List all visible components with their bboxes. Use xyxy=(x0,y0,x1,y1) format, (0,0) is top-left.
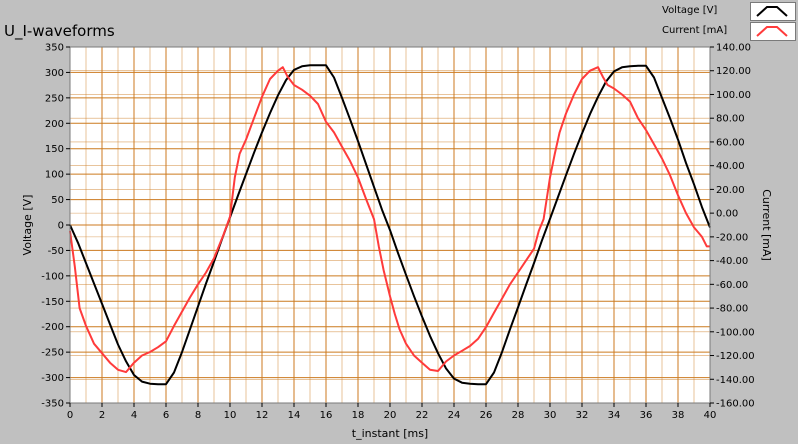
y2-tick-label: 40.00 xyxy=(716,161,745,172)
x-tick-label: 26 xyxy=(480,410,493,421)
legend: Voltage [V] Current [mA] xyxy=(648,0,798,42)
x-tick-label: 28 xyxy=(512,410,525,421)
x-tick-label: 6 xyxy=(163,410,169,421)
y-tick-label: 300 xyxy=(45,68,64,79)
y-tick-label: 350 xyxy=(45,43,64,54)
x-tick-label: 12 xyxy=(256,410,269,421)
y-tick-label: 50 xyxy=(51,195,64,206)
legend-label-current: Current [mA] xyxy=(662,25,728,36)
y2-axis-label: Current [mA] xyxy=(760,189,773,261)
series-current-line xyxy=(69,66,710,374)
y2-tick-label: 60.00 xyxy=(716,137,745,148)
y2-tick-label: -140.00 xyxy=(716,375,755,386)
y-tick-label: -200 xyxy=(41,322,64,333)
legend-item-voltage[interactable]: Voltage [V] xyxy=(648,1,798,21)
y-tick-label: -100 xyxy=(41,271,64,282)
y-tick-label: -50 xyxy=(48,246,64,257)
x-tick-label: 18 xyxy=(352,410,365,421)
y-tick-label: 150 xyxy=(45,144,64,155)
y2-tick-label: -20.00 xyxy=(716,232,748,243)
y2-tick-label: 100.00 xyxy=(716,90,751,101)
x-tick-labels: 0 2 4 6 8 10 12 14 16 18 20 22 24 26 28 30 32 34 36 38 40 xyxy=(67,403,717,421)
y2-tick-label: 0.00 xyxy=(716,209,738,220)
chart-title: U_I-waveforms xyxy=(4,22,115,40)
y2-tick-label: -40.00 xyxy=(716,256,748,267)
x-tick-label: 4 xyxy=(131,410,137,421)
x-tick-label: 40 xyxy=(704,410,717,421)
y-tick-label: 100 xyxy=(45,170,64,181)
series-lines xyxy=(69,64,711,386)
series-voltage-line xyxy=(69,64,711,386)
y2-tick-label: -80.00 xyxy=(716,304,748,315)
x-tick-label: 14 xyxy=(288,410,301,421)
y2-tick-label: -120.00 xyxy=(716,351,755,362)
y-tick-label: -300 xyxy=(41,373,64,384)
x-tick-label: 20 xyxy=(384,410,397,421)
y-tick-label: -250 xyxy=(41,348,64,359)
x-tick-label: 38 xyxy=(672,410,685,421)
y2-tick-label: 80.00 xyxy=(716,114,745,125)
x-tick-label: 34 xyxy=(608,410,621,421)
x-tick-label: 36 xyxy=(640,410,653,421)
x-tick-label: 24 xyxy=(448,410,461,421)
x-tick-label: 32 xyxy=(576,410,589,421)
y-tick-label: -350 xyxy=(41,399,64,410)
y2-tick-label: -160.00 xyxy=(716,399,755,410)
legend-swatch-voltage[interactable] xyxy=(750,2,796,21)
x-tick-label: 30 xyxy=(544,410,557,421)
y2-tick-label: 140.00 xyxy=(716,43,751,54)
x-tick-label: 2 xyxy=(99,410,105,421)
grid-lines xyxy=(69,46,711,404)
y-tick-label: 0 xyxy=(58,221,64,232)
x-tick-label: 0 xyxy=(67,410,73,421)
y2-tick-labels: 140.00 120.00 100.00 80.00 60.00 40.00 20.00 0.… xyxy=(710,43,755,410)
x-axis-label: t_instant [ms] xyxy=(352,427,428,440)
y2-tick-label: 120.00 xyxy=(716,66,751,77)
y-axis-label: Voltage [V] xyxy=(21,195,34,256)
y2-tick-label: 20.00 xyxy=(716,185,745,196)
y-tick-label: 200 xyxy=(45,119,64,130)
y-tick-label: -150 xyxy=(41,297,64,308)
legend-swatch-current[interactable] xyxy=(750,22,796,41)
y-tick-label: 250 xyxy=(45,93,64,104)
x-tick-label: 8 xyxy=(195,410,201,421)
y2-tick-label: -60.00 xyxy=(716,280,748,291)
legend-item-current[interactable]: Current [mA] xyxy=(648,21,798,41)
x-tick-label: 22 xyxy=(416,410,429,421)
y2-tick-label: -100.00 xyxy=(716,327,755,338)
legend-label-voltage: Voltage [V] xyxy=(662,5,718,16)
y-tick-labels: 350 300 250 200 150 100 50 0 -50 -100 -150 -200 -250… xyxy=(41,43,70,410)
x-tick-label: 10 xyxy=(224,410,237,421)
x-tick-label: 16 xyxy=(320,410,333,421)
